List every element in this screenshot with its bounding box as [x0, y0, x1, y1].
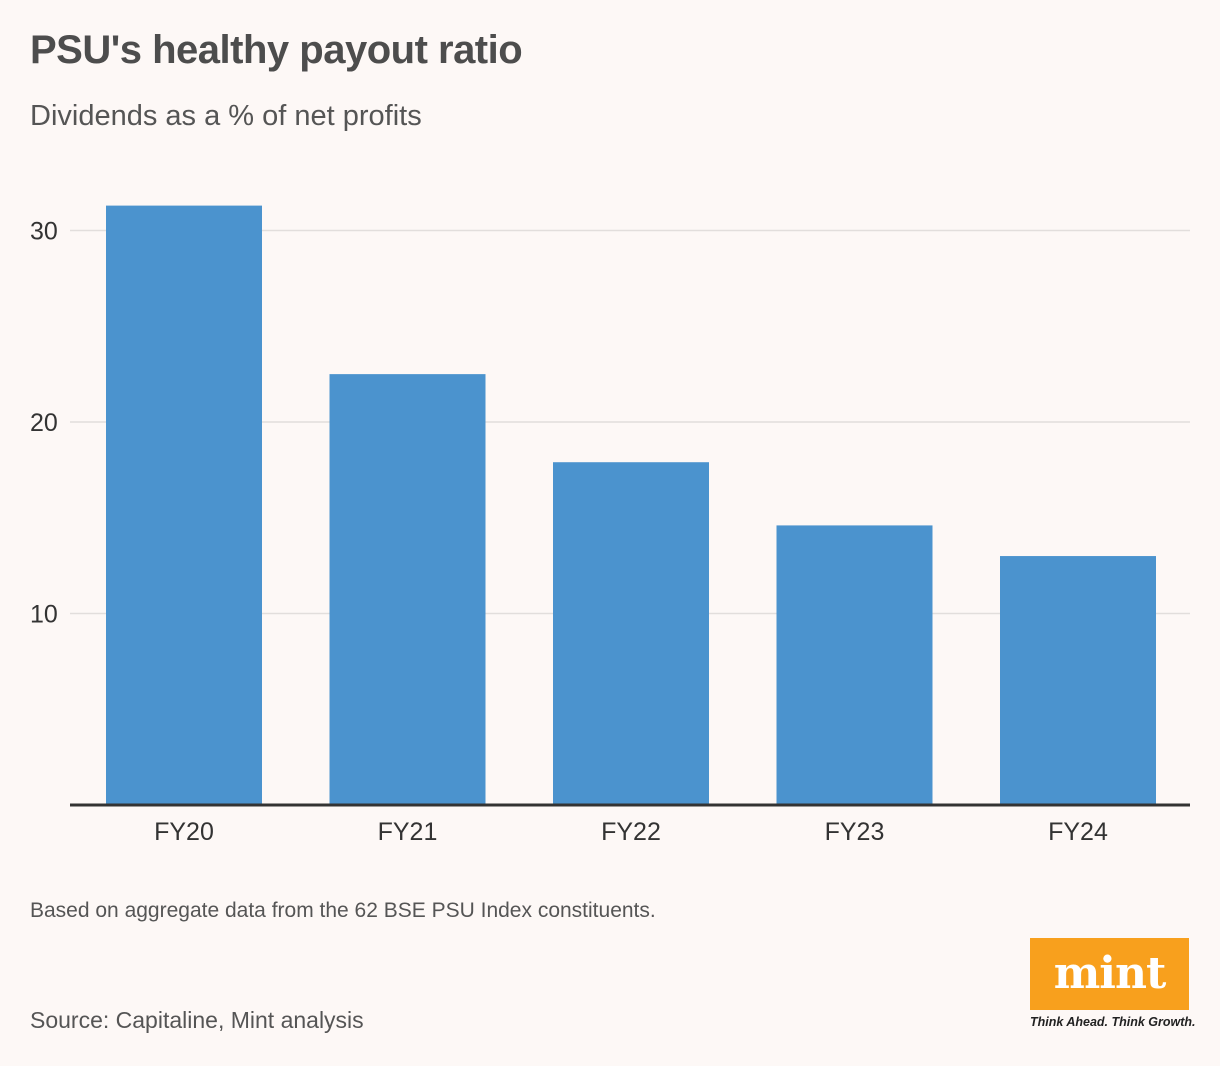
y-tick-label: 10	[30, 601, 58, 629]
y-tick-label: 20	[30, 409, 58, 437]
x-tick-label-fy22: FY22	[601, 818, 661, 846]
logo-tagline: Think Ahead. Think Growth.	[1030, 1015, 1196, 1029]
bar-fy22	[553, 462, 709, 805]
y-tick-label: 30	[30, 218, 58, 246]
chart-title: PSU's healthy payout ratio	[30, 28, 523, 72]
x-tick-label-fy20: FY20	[154, 818, 214, 846]
bars	[106, 205, 1156, 806]
bar-fy20	[106, 205, 262, 806]
bar-fy23	[776, 525, 933, 805]
x-tick-label-fy21: FY21	[378, 818, 438, 846]
footnote: Based on aggregate data from the 62 BSE …	[30, 899, 656, 922]
source-note: Source: Capitaline, Mint analysis	[30, 1007, 364, 1033]
bar-fy21	[329, 374, 486, 805]
x-tick-label-fy23: FY23	[825, 818, 885, 846]
logo-text: mint	[1053, 948, 1167, 999]
bar-fy24	[1000, 556, 1156, 805]
chart-subtitle: Dividends as a % of net profits	[30, 100, 422, 132]
x-tick-labels: FY20 FY21 FY22 FY23 FY24	[154, 818, 1108, 846]
bar-chart: 10 20 30 FY20 FY21 FY22 FY23 FY24	[30, 205, 1190, 846]
x-tick-label-fy24: FY24	[1048, 818, 1108, 846]
mint-logo: mint	[1030, 938, 1189, 1010]
y-tick-labels: 10 20 30	[30, 218, 58, 629]
